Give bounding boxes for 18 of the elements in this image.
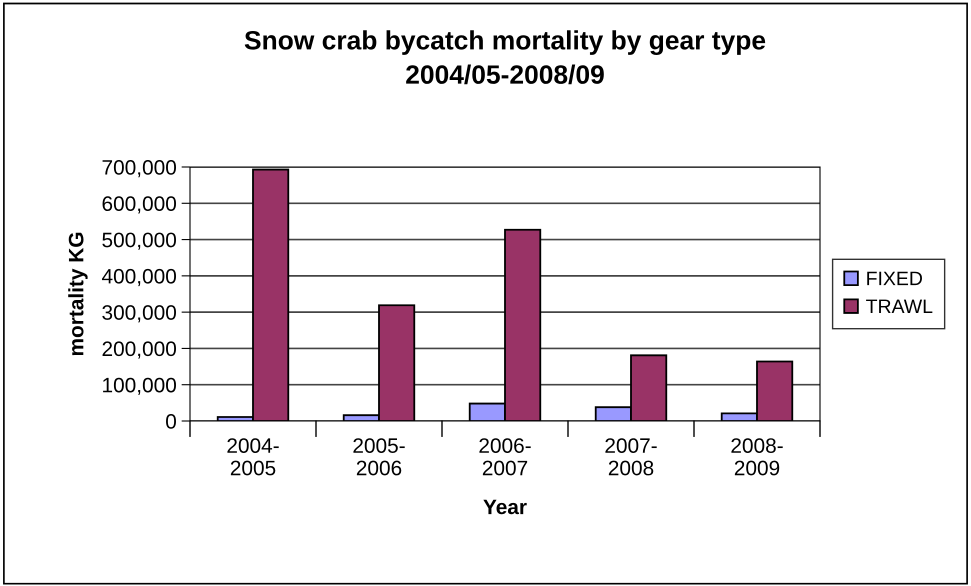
y-tick-label: 400,000	[102, 268, 176, 286]
y-tick-label: 500,000	[102, 232, 176, 250]
legend-label: FIXED	[867, 272, 922, 286]
x-tick-label: 2004- 2005	[227, 438, 279, 476]
y-tick-label: 700,000	[102, 160, 176, 178]
y-tick-label: 0	[166, 414, 176, 429]
y-axis-title: mortality KG	[68, 232, 88, 356]
x-tick-label: 2008- 2009	[731, 438, 783, 476]
x-tick-label: 2007- 2008	[605, 438, 657, 476]
x-tick-label: 2006- 2007	[479, 438, 531, 476]
y-tick-label: 200,000	[102, 341, 176, 359]
y-tick-label: 600,000	[102, 196, 176, 214]
legend-label: TRAWL	[866, 300, 932, 313]
y-tick-label: 100,000	[103, 378, 176, 395]
x-tick-label: 2005- 2006	[353, 438, 405, 476]
chart-title: Snow crab bycatch mortality by gear type 2004/05-2008/09	[244, 30, 766, 84]
x-axis-title: Year	[483, 500, 527, 514]
y-tick-label: 300,000	[102, 305, 176, 322]
